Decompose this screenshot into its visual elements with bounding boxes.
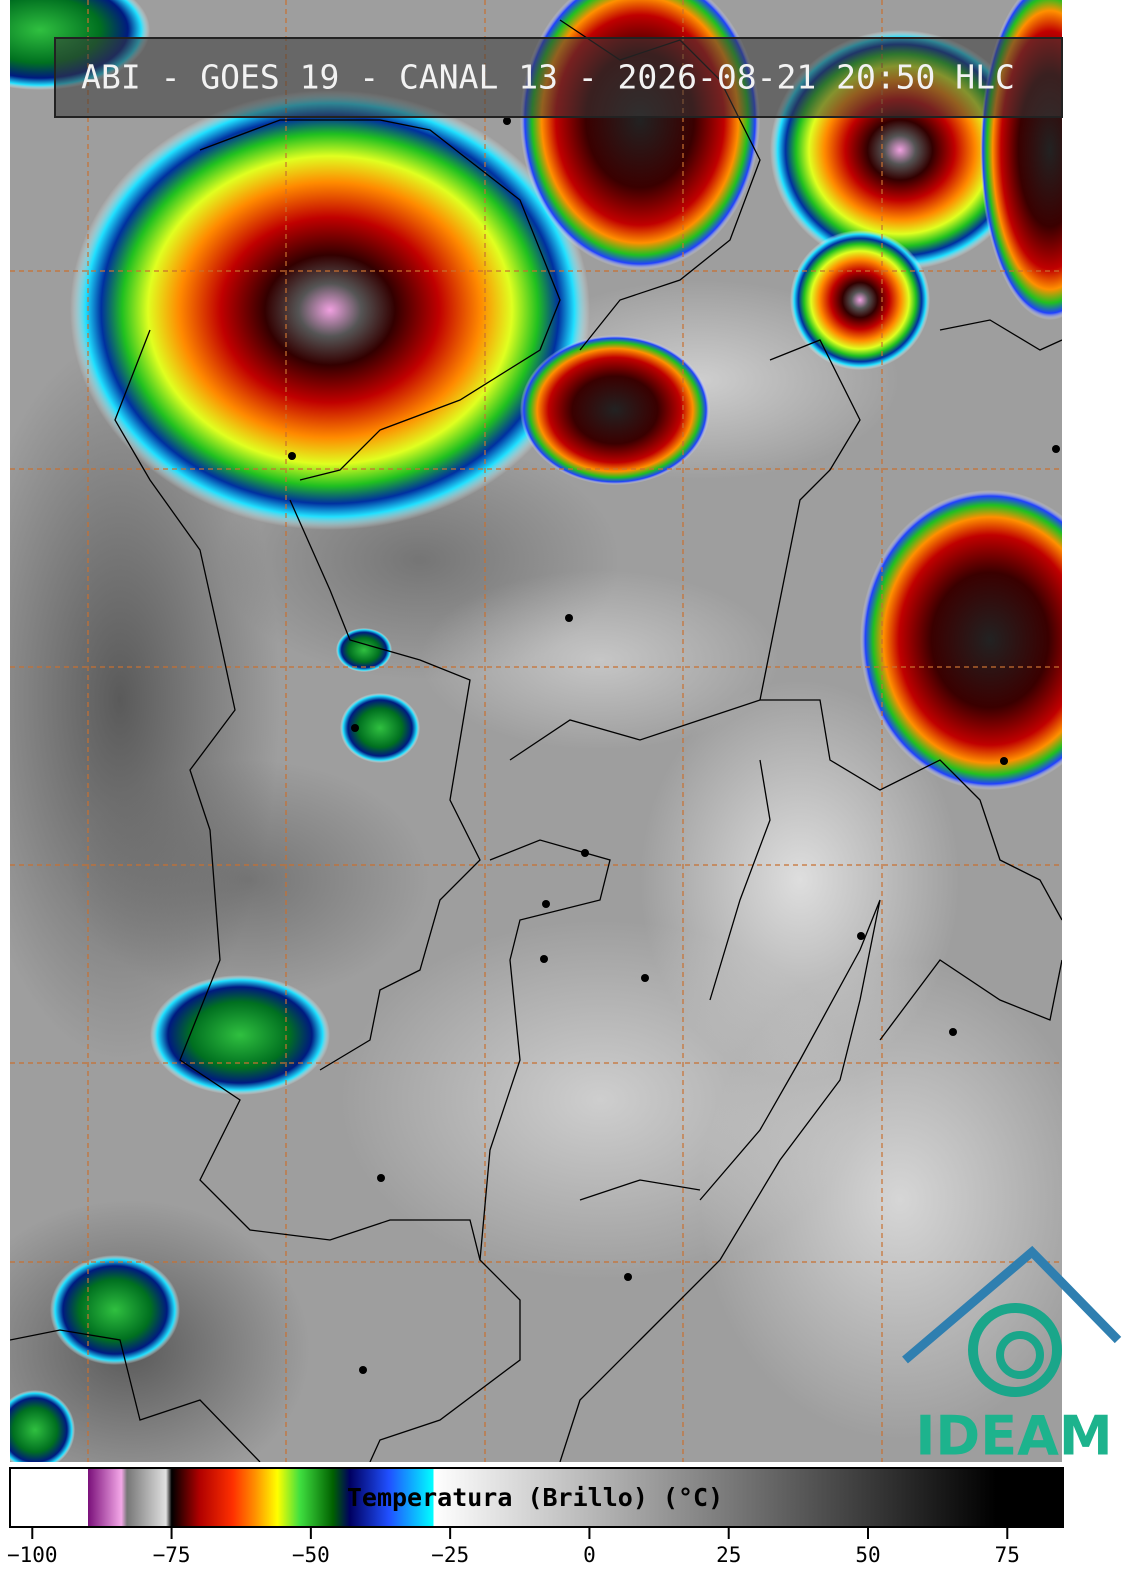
colorbar-bar: [9, 1467, 1064, 1528]
logo-text: IDEAM: [915, 1405, 1112, 1468]
colorbar-tick-label: 0: [583, 1543, 596, 1567]
title-box: [54, 37, 1063, 118]
colorbar-tick-label: 75: [995, 1543, 1020, 1567]
colorbar-tick-label: 50: [855, 1543, 880, 1567]
title: ABI - GOES 19 - CANAL 13 - 2026-08-21 20…: [81, 58, 1015, 97]
satellite-image: [10, 0, 1062, 1462]
colorbar-tick-label: −25: [431, 1543, 469, 1567]
colorbar: −100 −75 −50 −25 0 25 50 75: [7, 1467, 1064, 1567]
colorbar-tick-label: 25: [716, 1543, 741, 1567]
logo: IDEAM: [902, 1245, 1122, 1468]
colorbar-tick-label: −50: [292, 1543, 330, 1567]
colorbar-label: Temperatura (Brillo) (°C): [347, 1483, 723, 1512]
colorbar-tick-label: −75: [153, 1543, 191, 1567]
colorbar-tick-label: −100: [7, 1543, 58, 1567]
